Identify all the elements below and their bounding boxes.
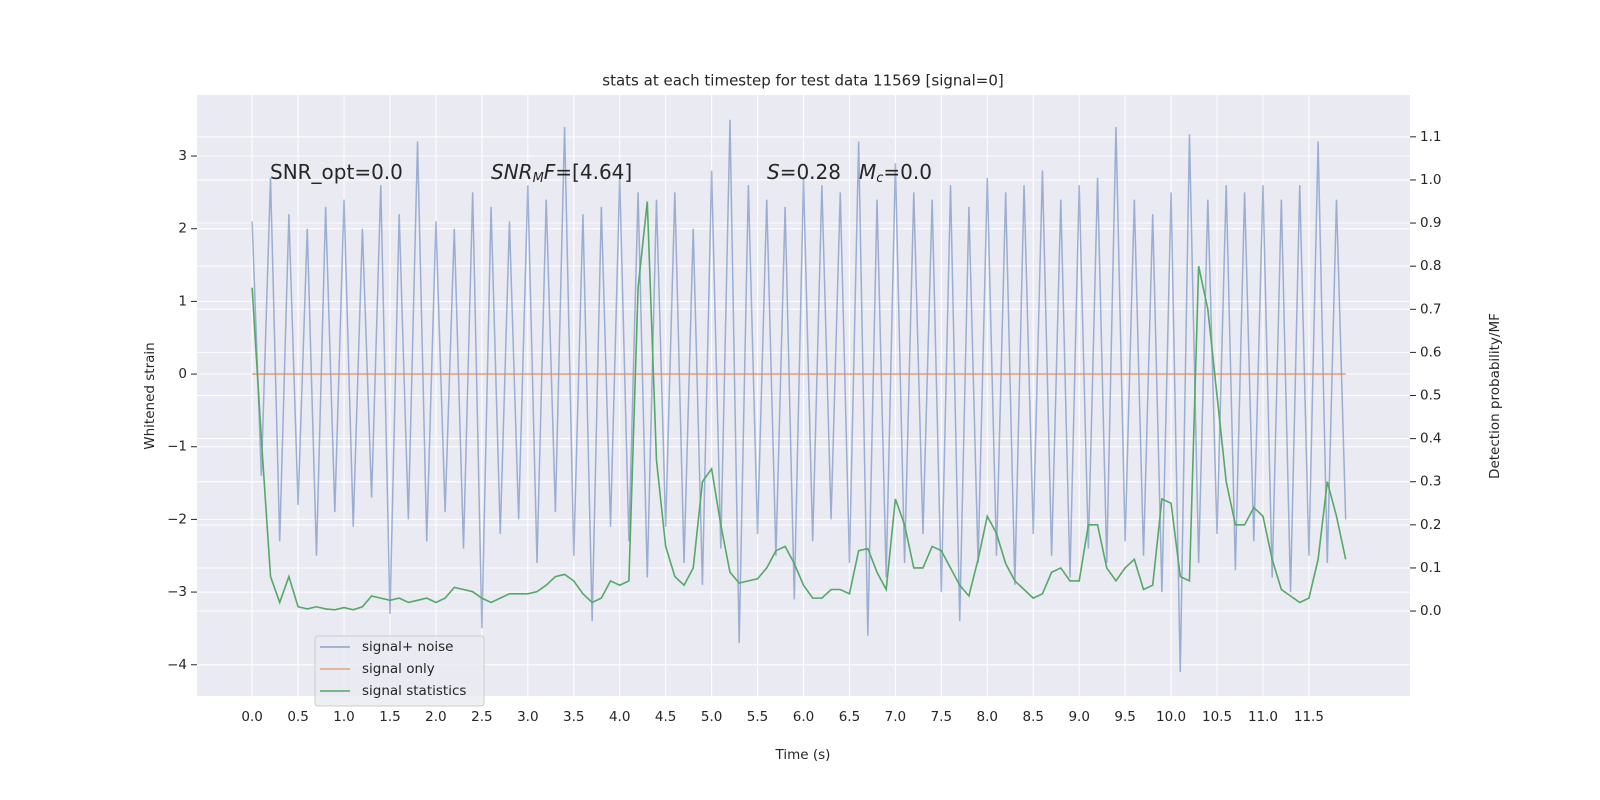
x-tick-label: 2.0 [425, 709, 446, 725]
y2-tick-label: 0.5 [1420, 388, 1441, 404]
annotation-part: S [767, 160, 780, 184]
annotation: SNR_opt=0.0 [270, 160, 403, 184]
annotation-part: =0.28 [780, 160, 841, 184]
annotation-part: SNR [491, 160, 533, 184]
x-tick-label: 11.5 [1294, 709, 1324, 725]
x-axis-label: Time (s) [775, 747, 831, 763]
x-tick-label: 0.5 [287, 709, 308, 725]
x-tick-label: 8.0 [977, 709, 998, 725]
x-tick-label: 10.5 [1202, 709, 1232, 725]
x-tick-label: 6.0 [793, 709, 814, 725]
y-tick-label: −2 [167, 511, 187, 527]
y-tick-label: −1 [167, 439, 187, 455]
x-tick-label: 4.0 [609, 709, 630, 725]
y2-tick-label: 0.1 [1420, 560, 1441, 576]
annotation-part: M [859, 160, 876, 184]
annotation: SNRMF=[4.64] [491, 160, 632, 186]
y-tick-label: 3 [178, 148, 187, 164]
x-tick-label: 7.0 [885, 709, 906, 725]
x-tick-label: 1.0 [333, 709, 354, 725]
y2-tick-label: 0.0 [1420, 603, 1441, 619]
y-tick-label: 1 [178, 293, 187, 309]
y-tick-label: −4 [167, 657, 187, 673]
y-tick-label: −3 [167, 584, 187, 600]
series-line [251, 119, 1347, 673]
x-tick-label: 3.0 [517, 709, 538, 725]
y2-tick-label: 0.8 [1420, 258, 1441, 274]
annotation-part: =0.0 [883, 160, 932, 184]
y2-tick-label: 1.1 [1420, 129, 1441, 145]
y2-tick-label: 1.0 [1420, 172, 1441, 188]
y2-tick-label: 0.6 [1420, 344, 1441, 360]
y-tick-label: 2 [178, 221, 187, 237]
y2-tick-label: 0.7 [1420, 301, 1441, 317]
x-tick-label: 6.5 [839, 709, 860, 725]
y2-tick-label: 0.3 [1420, 474, 1441, 490]
x-tick-label: 10.0 [1156, 709, 1186, 725]
x-tick-label: 5.5 [747, 709, 768, 725]
x-tick-label: 9.5 [1114, 709, 1135, 725]
x-tick-label: 3.5 [563, 709, 584, 725]
y-axis-label: Whitened strain [142, 342, 158, 449]
x-tick-label: 4.5 [655, 709, 676, 725]
annotation: S=0.28 [767, 160, 841, 184]
legend-label: signal+ noise [362, 639, 453, 655]
y2-tick-label: 0.2 [1420, 517, 1441, 533]
x-tick-label: 1.5 [379, 709, 400, 725]
annotation-part: SNR_opt=0.0 [270, 160, 403, 184]
x-tick-label: 8.5 [1022, 709, 1043, 725]
x-tick-label: 7.5 [931, 709, 952, 725]
annotation: Mc=0.0 [859, 160, 932, 186]
y-tick-label: 0 [178, 366, 187, 382]
chart-title: stats at each timestep for test data 115… [602, 72, 1003, 90]
legend-label: signal only [362, 661, 435, 677]
x-tick-label: 5.0 [701, 709, 722, 725]
annotation-part: F [544, 160, 556, 184]
y2-tick-label: 0.9 [1420, 215, 1441, 231]
x-tick-label: 9.0 [1068, 709, 1089, 725]
annotation-part: M [533, 171, 544, 186]
y2-tick-label: 0.4 [1420, 431, 1441, 447]
x-tick-label: 11.0 [1248, 709, 1278, 725]
series-line [251, 201, 1347, 611]
annotation-part: =[4.64] [555, 160, 632, 184]
x-tick-label: 0.0 [241, 709, 262, 725]
legend-box [314, 635, 485, 707]
x-tick-label: 2.5 [471, 709, 492, 725]
y2-axis-label: Detection probability/MF [1487, 313, 1503, 479]
legend-label: signal statistics [362, 683, 466, 699]
annotation-part: c [876, 171, 883, 186]
